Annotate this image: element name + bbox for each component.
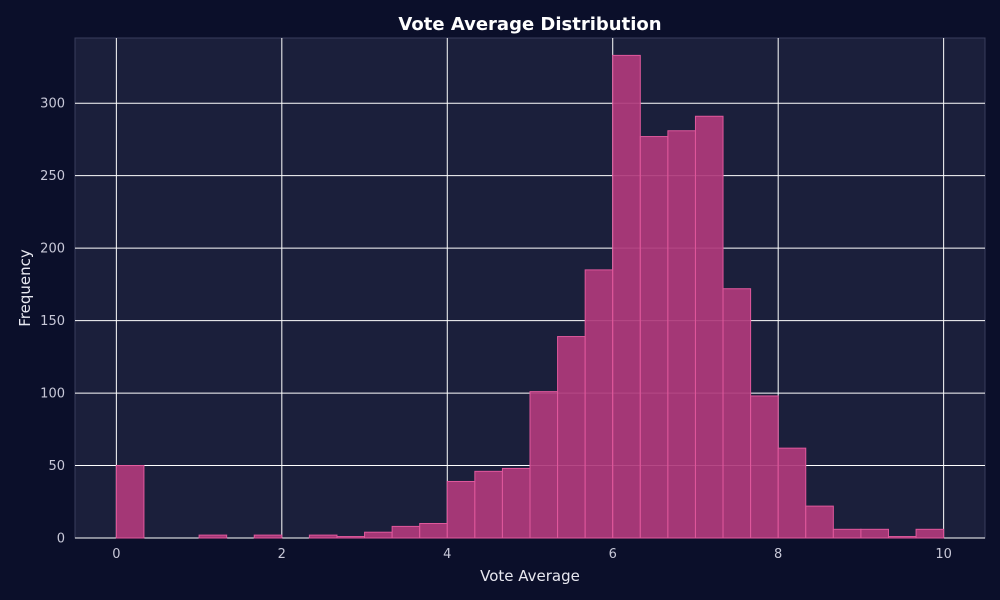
y-tick-label: 0: [57, 532, 65, 547]
histogram-bar: [639, 136, 669, 539]
histogram-bar: [557, 336, 586, 539]
histogram-bar: [474, 470, 503, 539]
x-axis-label: Vote Average: [480, 567, 580, 585]
histogram-bar: [115, 465, 145, 539]
histogram-bar: [529, 391, 559, 539]
histogram-bar: [777, 447, 807, 539]
x-tick-label: 8: [774, 547, 782, 562]
histogram-bar: [391, 525, 421, 539]
histogram-bar: [915, 528, 945, 539]
x-tick-label: 10: [935, 547, 952, 562]
x-tick-label: 4: [443, 547, 451, 562]
histogram-bar: [501, 467, 531, 539]
histogram-bar: [364, 531, 393, 539]
histogram-bar: [832, 528, 862, 539]
y-tick-label: 250: [40, 169, 65, 184]
y-tick-label: 100: [40, 387, 65, 402]
histogram-bar: [308, 534, 338, 539]
histogram-bar: [722, 288, 752, 539]
bars: [115, 54, 945, 539]
x-tick-label: 2: [278, 547, 286, 562]
y-tick-label: 150: [40, 314, 65, 329]
histogram-bar: [667, 130, 696, 539]
histogram-bar: [253, 534, 283, 539]
y-tick-label: 300: [40, 97, 65, 112]
x-tick-label: 6: [609, 547, 617, 562]
histogram-bar: [446, 480, 476, 539]
histogram-bar: [750, 395, 779, 539]
histogram-bar: [336, 536, 366, 539]
y-tick-label: 50: [48, 459, 65, 474]
histogram-bar: [694, 115, 724, 539]
y-axis-label: Frequency: [16, 249, 34, 327]
y-tick-label: 200: [40, 242, 65, 257]
histogram-bar: [612, 54, 641, 539]
histogram-bar: [887, 536, 917, 539]
histogram-bar: [860, 528, 889, 539]
histogram-bar: [198, 534, 228, 539]
histogram-bar: [805, 505, 834, 539]
chart-title: Vote Average Distribution: [398, 14, 661, 35]
x-tick-label: 0: [112, 547, 120, 562]
histogram-bar: [584, 269, 614, 539]
histogram-bar: [419, 523, 448, 539]
